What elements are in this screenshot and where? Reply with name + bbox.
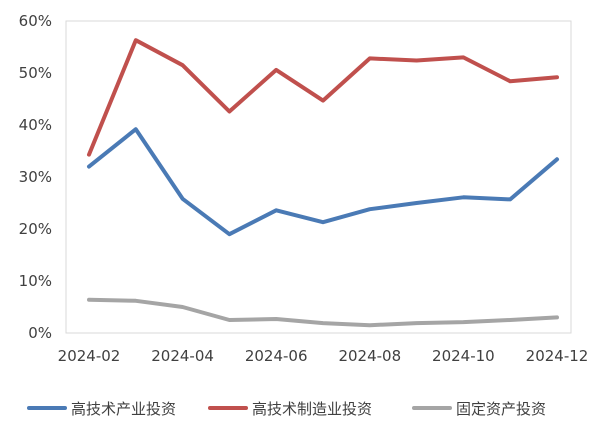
x-tick-label: 2024-08	[338, 347, 401, 365]
plot-area	[65, 20, 572, 334]
x-tick-label: 2024-12	[526, 347, 589, 365]
x-tick-label: 2024-02	[58, 347, 121, 365]
x-tick-label: 2024-10	[432, 347, 495, 365]
y-axis-tick-labels: 0% 10% 20% 30% 40% 50% 60%	[19, 12, 52, 342]
plot-border	[65, 20, 572, 334]
series-line-2	[87, 38, 559, 157]
series-lines	[87, 38, 559, 328]
x-tick-label: 2024-04	[151, 347, 214, 365]
y-tick-label: 60%	[19, 12, 52, 30]
x-tick-label: 2024-06	[245, 347, 308, 365]
legend-label: 高技术制造业投资	[252, 400, 372, 418]
series-line-1	[87, 127, 559, 237]
y-tick-label: 10%	[19, 272, 52, 290]
legend: 高技术产业投资 高技术制造业投资 固定资产投资	[27, 400, 546, 418]
y-tick-label: 40%	[19, 116, 52, 134]
x-axis-tick-labels: 2024-02 2024-04 2024-06 2024-08 2024-10 2024-…	[58, 347, 589, 365]
y-tick-label: 30%	[19, 168, 52, 186]
y-tick-label: 50%	[19, 64, 52, 82]
legend-label: 高技术产业投资	[71, 400, 176, 418]
legend-label: 固定资产投资	[456, 400, 546, 418]
y-tick-label: 20%	[19, 220, 52, 238]
y-tick-label: 0%	[28, 324, 52, 342]
series-line-3	[87, 297, 559, 328]
